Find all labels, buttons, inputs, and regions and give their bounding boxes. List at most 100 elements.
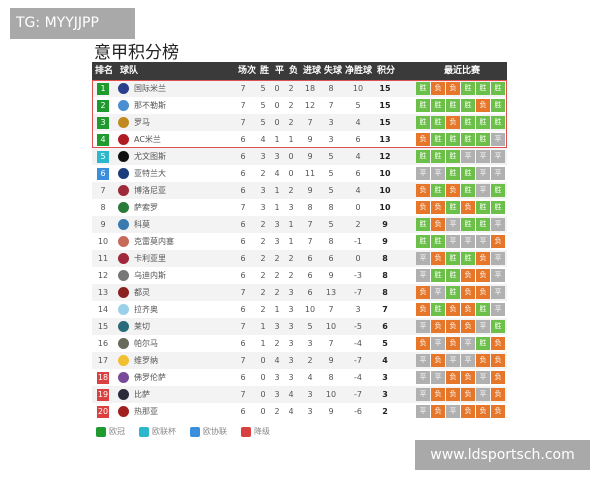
recent-results: 负胜负负胜平 xyxy=(416,303,505,316)
stat-l: 1 xyxy=(288,220,294,229)
team-name[interactable]: 乌迪内斯 xyxy=(134,271,166,280)
team-logo-icon xyxy=(118,168,129,179)
table-row[interactable]: 14 拉齐奥 6 2 1 3 10 7 3 7 负胜负负胜平 xyxy=(92,301,507,318)
stat-l: 2 xyxy=(288,118,294,127)
stat-gd: -3 xyxy=(354,271,362,280)
table-row[interactable]: 17 维罗纳 7 0 4 3 2 9 -7 4 平负平平负负 xyxy=(92,352,507,369)
stat-l: 2 xyxy=(288,254,294,263)
stat-gf: 12 xyxy=(304,101,316,110)
result-badge: 胜 xyxy=(446,167,460,180)
team-logo-icon xyxy=(118,83,129,94)
result-badge: 负 xyxy=(491,388,505,401)
rank: 14 xyxy=(96,301,110,318)
result-badge: 胜 xyxy=(491,320,505,333)
result-badge: 负 xyxy=(416,133,430,146)
result-badge: 平 xyxy=(431,337,445,350)
result-badge: 胜 xyxy=(491,116,505,129)
result-badge: 平 xyxy=(476,371,490,384)
team-logo-icon xyxy=(118,219,129,230)
stat-l: 3 xyxy=(288,203,294,212)
stat-p: 7 xyxy=(240,84,246,93)
table-row[interactable]: 11 卡利亚里 6 2 2 2 6 6 0 8 平负胜胜负平 xyxy=(92,250,507,267)
table-row[interactable]: 13 都灵 7 2 2 3 6 13 -7 8 负平胜负负平 xyxy=(92,284,507,301)
stat-w: 0 xyxy=(260,373,266,382)
stat-d: 1 xyxy=(274,135,280,144)
recent-results: 负胜负胜平胜 xyxy=(416,184,505,197)
result-badge: 胜 xyxy=(431,150,445,163)
result-badge: 负 xyxy=(461,405,475,418)
stat-l: 3 xyxy=(288,339,294,348)
table-row[interactable]: 20 热那亚 6 0 2 4 3 9 -6 2 平负平负负负 xyxy=(92,403,507,420)
team-logo-icon xyxy=(118,236,129,247)
stat-p: 6 xyxy=(240,407,246,416)
table-row[interactable]: 5 尤文图斯 6 3 3 0 9 5 4 12 胜胜胜平平平 xyxy=(92,148,507,165)
team-name[interactable]: 亚特兰大 xyxy=(134,169,166,178)
table-row[interactable]: 4 AC米兰 6 4 1 1 9 3 6 13 负胜胜胜胜平 xyxy=(92,131,507,148)
team-name[interactable]: AC米兰 xyxy=(134,135,161,144)
table-row[interactable]: 1 国际米兰 7 5 0 2 18 8 10 15 胜负负胜胜胜 xyxy=(92,80,507,97)
rank: 8 xyxy=(96,199,110,216)
team-name[interactable]: 佛罗伦萨 xyxy=(134,373,166,382)
table-row[interactable]: 7 博洛尼亚 6 3 1 2 9 5 4 10 负胜负胜平胜 xyxy=(92,182,507,199)
stat-gf: 7 xyxy=(307,118,313,127)
team-name[interactable]: 卡利亚里 xyxy=(134,254,166,263)
table-row[interactable]: 12 乌迪内斯 6 2 2 2 6 9 -3 8 平胜胜负负平 xyxy=(92,267,507,284)
table-row[interactable]: 6 亚特兰大 6 2 4 0 11 5 6 10 平平胜胜平平 xyxy=(92,165,507,182)
rank-badge: 19 xyxy=(97,389,109,401)
team-name[interactable]: 国际米兰 xyxy=(134,84,166,93)
result-badge: 平 xyxy=(491,218,505,231)
team-name[interactable]: 萨索罗 xyxy=(134,203,158,212)
stat-ga: 8 xyxy=(328,373,334,382)
result-badge: 负 xyxy=(491,235,505,248)
team-name[interactable]: 拉齐奥 xyxy=(134,305,158,314)
team-name[interactable]: 比萨 xyxy=(134,390,150,399)
team-name[interactable]: 帕尔马 xyxy=(134,339,158,348)
stat-gf: 11 xyxy=(304,169,316,178)
table-row[interactable]: 15 莱切 7 1 3 3 5 10 -5 6 平负负负平胜 xyxy=(92,318,507,335)
stat-pts: 4 xyxy=(382,356,388,365)
table-row[interactable]: 16 帕尔马 6 1 2 3 3 7 -4 5 负平负平胜负 xyxy=(92,335,507,352)
stat-ga: 7 xyxy=(328,339,334,348)
team-name[interactable]: 克雷莫内塞 xyxy=(134,237,174,246)
team-name[interactable]: 都灵 xyxy=(134,288,150,297)
stat-p: 6 xyxy=(240,339,246,348)
rank-number: 12 xyxy=(97,271,109,280)
team-name[interactable]: 博洛尼亚 xyxy=(134,186,166,195)
stat-gd: 6 xyxy=(355,135,361,144)
table-row[interactable]: 9 科莫 6 2 3 1 7 5 2 9 胜负平胜胜平 xyxy=(92,216,507,233)
stat-gd: -7 xyxy=(354,390,362,399)
result-badge: 负 xyxy=(431,354,445,367)
stat-pts: 15 xyxy=(379,101,391,110)
stat-p: 6 xyxy=(240,373,246,382)
stat-gf: 7 xyxy=(307,220,313,229)
result-badge: 平 xyxy=(416,320,430,333)
team-name[interactable]: 罗马 xyxy=(134,118,150,127)
team-name[interactable]: 维罗纳 xyxy=(134,356,158,365)
legend: 欧冠 欧联杯 欧协联 降级 xyxy=(96,426,270,437)
team-name[interactable]: 热那亚 xyxy=(134,407,158,416)
team-name[interactable]: 那不勒斯 xyxy=(134,101,166,110)
team-name[interactable]: 尤文图斯 xyxy=(134,152,166,161)
team-name[interactable]: 莱切 xyxy=(134,322,150,331)
stat-d: 3 xyxy=(274,322,280,331)
table-row[interactable]: 3 罗马 7 5 0 2 7 3 4 15 胜胜负胜胜胜 xyxy=(92,114,507,131)
header-played: 场次 xyxy=(238,66,257,76)
table-row[interactable]: 2 那不勒斯 7 5 0 2 12 7 5 15 胜胜胜胜负胜 xyxy=(92,97,507,114)
stat-gf: 9 xyxy=(307,135,313,144)
stat-pts: 9 xyxy=(382,220,388,229)
table-row[interactable]: 19 比萨 7 0 3 4 3 10 -7 3 平负负负平负 xyxy=(92,386,507,403)
stat-d: 3 xyxy=(274,220,280,229)
header-ga: 失球 xyxy=(324,66,343,76)
team-name[interactable]: 科莫 xyxy=(134,220,150,229)
stat-ga: 5 xyxy=(328,152,334,161)
stat-pts: 5 xyxy=(382,339,388,348)
result-badge: 胜 xyxy=(431,99,445,112)
table-row[interactable]: 18 佛罗伦萨 6 0 3 3 4 8 -4 3 平平负负平负 xyxy=(92,369,507,386)
result-badge: 胜 xyxy=(446,252,460,265)
stat-gd: 2 xyxy=(355,220,361,229)
stat-d: 2 xyxy=(274,271,280,280)
table-row[interactable]: 8 萨索罗 7 3 1 3 8 8 0 10 负负胜负胜胜 xyxy=(92,199,507,216)
rank: 5 xyxy=(96,148,110,165)
table-row[interactable]: 10 克雷莫内塞 6 2 3 1 7 8 -1 9 胜胜平平平负 xyxy=(92,233,507,250)
result-badge: 负 xyxy=(416,303,430,316)
